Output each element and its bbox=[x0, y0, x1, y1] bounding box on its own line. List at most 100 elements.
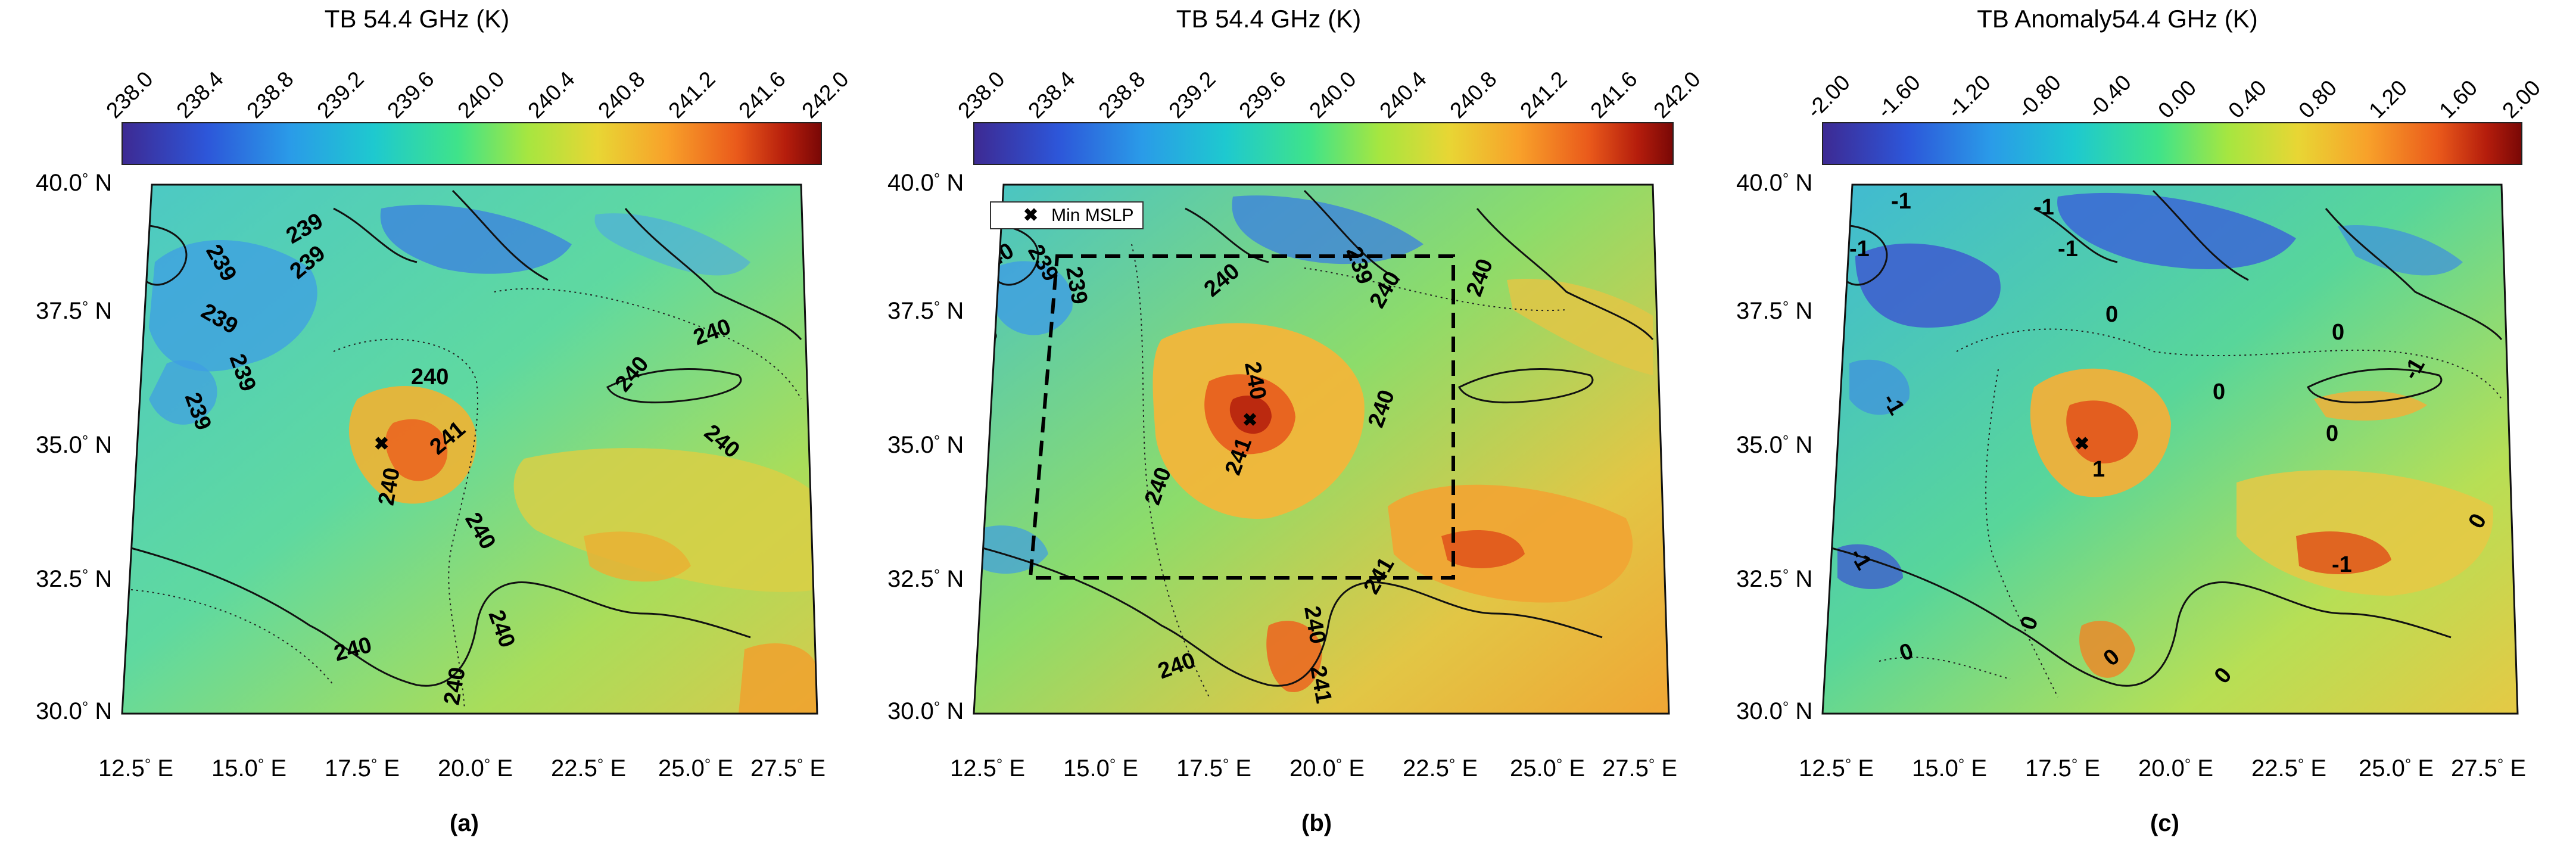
cold-region bbox=[1232, 195, 1424, 264]
lon-label: 15.0° E bbox=[1912, 755, 1988, 782]
colorbar-tick: 238.4 bbox=[1023, 66, 1080, 123]
contour-label: 0 bbox=[2213, 379, 2225, 404]
lon-label: 20.0° E bbox=[438, 755, 513, 782]
lon-label: 25.0° E bbox=[658, 755, 734, 782]
colorbar-tick: 239.2 bbox=[1164, 66, 1220, 123]
colorbar-tick: 241.2 bbox=[664, 66, 720, 123]
coastline bbox=[982, 547, 1603, 687]
warm-region bbox=[1507, 279, 1653, 375]
focus-region-box bbox=[1028, 254, 1455, 580]
lat-label: 30.0° N bbox=[36, 698, 113, 724]
lon-label: 17.5° E bbox=[2025, 755, 2101, 782]
colorbar-tick: 240.0 bbox=[1304, 66, 1361, 123]
colorbar-tick: 2.00 bbox=[2497, 75, 2546, 123]
lon-label: 27.5° E bbox=[2451, 755, 2527, 782]
map-c: -1 -1 -1 -1 -1 -1 0 0 0 1 0 -1 -1 0 0 0 … bbox=[1821, 183, 2519, 715]
lat-label: 37.5° N bbox=[36, 298, 113, 324]
colorbar-tick: 241.6 bbox=[1586, 66, 1642, 123]
map-frame bbox=[1821, 183, 2519, 715]
lon-label: 27.5° E bbox=[750, 755, 826, 782]
colorbar-ticks: 238.0 238.4 238.8 239.2 239.6 240.0 240.… bbox=[852, 36, 1705, 123]
warm-region bbox=[513, 448, 816, 592]
coastline bbox=[982, 189, 1654, 340]
coastline bbox=[130, 189, 802, 340]
warm-region bbox=[2066, 400, 2138, 463]
contour-label: 0 bbox=[2105, 302, 2118, 327]
legend: ✖ Min MSLP bbox=[990, 201, 1144, 229]
contour-label: -1 bbox=[2332, 552, 2352, 577]
cold-region bbox=[594, 213, 750, 276]
lat-label: 35.0° N bbox=[36, 432, 113, 458]
lat-label: 37.5° N bbox=[887, 298, 964, 324]
lat-label: 40.0° N bbox=[1736, 170, 1813, 196]
colorbar-tick: 238.4 bbox=[172, 66, 228, 123]
contour-label: -1 bbox=[1891, 189, 1911, 214]
lon-label: 25.0° E bbox=[1510, 755, 1586, 782]
lat-label: 32.5° N bbox=[887, 566, 964, 592]
min-mslp-marker-icon: ✖ bbox=[1242, 410, 1257, 430]
lon-label: 22.5° E bbox=[551, 755, 627, 782]
map-frame bbox=[121, 183, 818, 715]
lon-label: 17.5° E bbox=[325, 755, 400, 782]
colorbar-tick: 238.0 bbox=[101, 66, 158, 123]
lat-label: 32.5° N bbox=[36, 566, 113, 592]
contour-line bbox=[494, 288, 802, 400]
cold-region bbox=[1855, 243, 2001, 328]
lat-label: 37.5° N bbox=[1736, 298, 1813, 324]
colorbar-tick: 240.8 bbox=[593, 66, 650, 123]
colorbar-title: TB Anomaly54.4 GHz (K) bbox=[1977, 5, 2258, 33]
contour-label: -1 bbox=[2058, 236, 2078, 262]
cold-region bbox=[995, 261, 1073, 335]
coastline bbox=[130, 547, 751, 687]
contour-label: -1 bbox=[1849, 236, 1870, 262]
colorbar-tick: 239.2 bbox=[312, 66, 369, 123]
colorbar-tick: 0.00 bbox=[2153, 75, 2201, 123]
contour-label: 0 bbox=[2332, 320, 2344, 345]
lat-label: 30.0° N bbox=[1736, 698, 1813, 724]
warm-region bbox=[1229, 396, 1272, 434]
contour-line bbox=[333, 338, 478, 709]
colorbar-tick: -1.60 bbox=[1872, 70, 1925, 123]
colorbar-title: TB 54.4 GHz (K) bbox=[1176, 5, 1362, 33]
colorbar bbox=[973, 122, 1674, 165]
panel-b: TB 54.4 GHz (K) 238.0 238.4 238.8 239.2 … bbox=[852, 0, 1705, 856]
colorbar-tick: 242.0 bbox=[1649, 66, 1705, 123]
lat-label: 40.0° N bbox=[887, 170, 964, 196]
map-b: 239 240 239 239 240 239 240 240 240 240 … bbox=[973, 183, 1670, 715]
cold-region bbox=[149, 360, 217, 425]
colorbar-tick: 240.8 bbox=[1445, 66, 1502, 123]
colorbar-tick: 241.6 bbox=[734, 66, 790, 123]
min-mslp-marker-icon: ✖ bbox=[374, 434, 389, 454]
contour-line bbox=[130, 589, 334, 686]
cold-region bbox=[2338, 225, 2463, 276]
colorbar-tick: 239.6 bbox=[1234, 66, 1291, 123]
cold-region bbox=[2057, 192, 2296, 269]
lat-label: 40.0° N bbox=[36, 170, 113, 196]
lat-label: 30.0° N bbox=[887, 698, 964, 724]
legend-label: Min MSLP bbox=[1051, 206, 1134, 225]
map-a: 239 239 239 239 239 239 240 240 240 240 … bbox=[121, 183, 818, 715]
colorbar-tick: 242.0 bbox=[797, 66, 854, 123]
colorbar-ticks: -2.00 -1.60 -1.20 -0.80 -0.40 0.00 0.40 … bbox=[1700, 36, 2545, 123]
colorbar-tick: 238.8 bbox=[1094, 66, 1150, 123]
coastline bbox=[606, 368, 742, 404]
warm-region bbox=[1441, 530, 1525, 568]
lat-label: 35.0° N bbox=[1736, 432, 1813, 458]
panel-a: TB 54.4 GHz (K) 238.0 238.4 238.8 239.2 … bbox=[0, 0, 854, 856]
cold-region bbox=[1849, 359, 1910, 415]
panel-c: TB Anomaly54.4 GHz (K) -2.00 -1.60 -1.20… bbox=[1700, 0, 2545, 856]
cold-region bbox=[1837, 544, 1903, 589]
colorbar-tick: 240.0 bbox=[453, 66, 509, 123]
colorbar-tick: 241.2 bbox=[1515, 66, 1572, 123]
lon-label: 25.0° E bbox=[2359, 755, 2434, 782]
coastline bbox=[1457, 368, 1594, 404]
lon-label: 15.0° E bbox=[1063, 755, 1139, 782]
contour-label: 0 bbox=[2326, 421, 2338, 446]
coastline bbox=[2306, 368, 2443, 404]
coastline bbox=[1831, 189, 2503, 340]
colorbar bbox=[122, 122, 822, 165]
lon-label: 12.5° E bbox=[98, 755, 174, 782]
warm-region bbox=[584, 531, 691, 582]
panel-label: (c) bbox=[2150, 810, 2179, 836]
colorbar-tick: -0.80 bbox=[2013, 70, 2066, 123]
